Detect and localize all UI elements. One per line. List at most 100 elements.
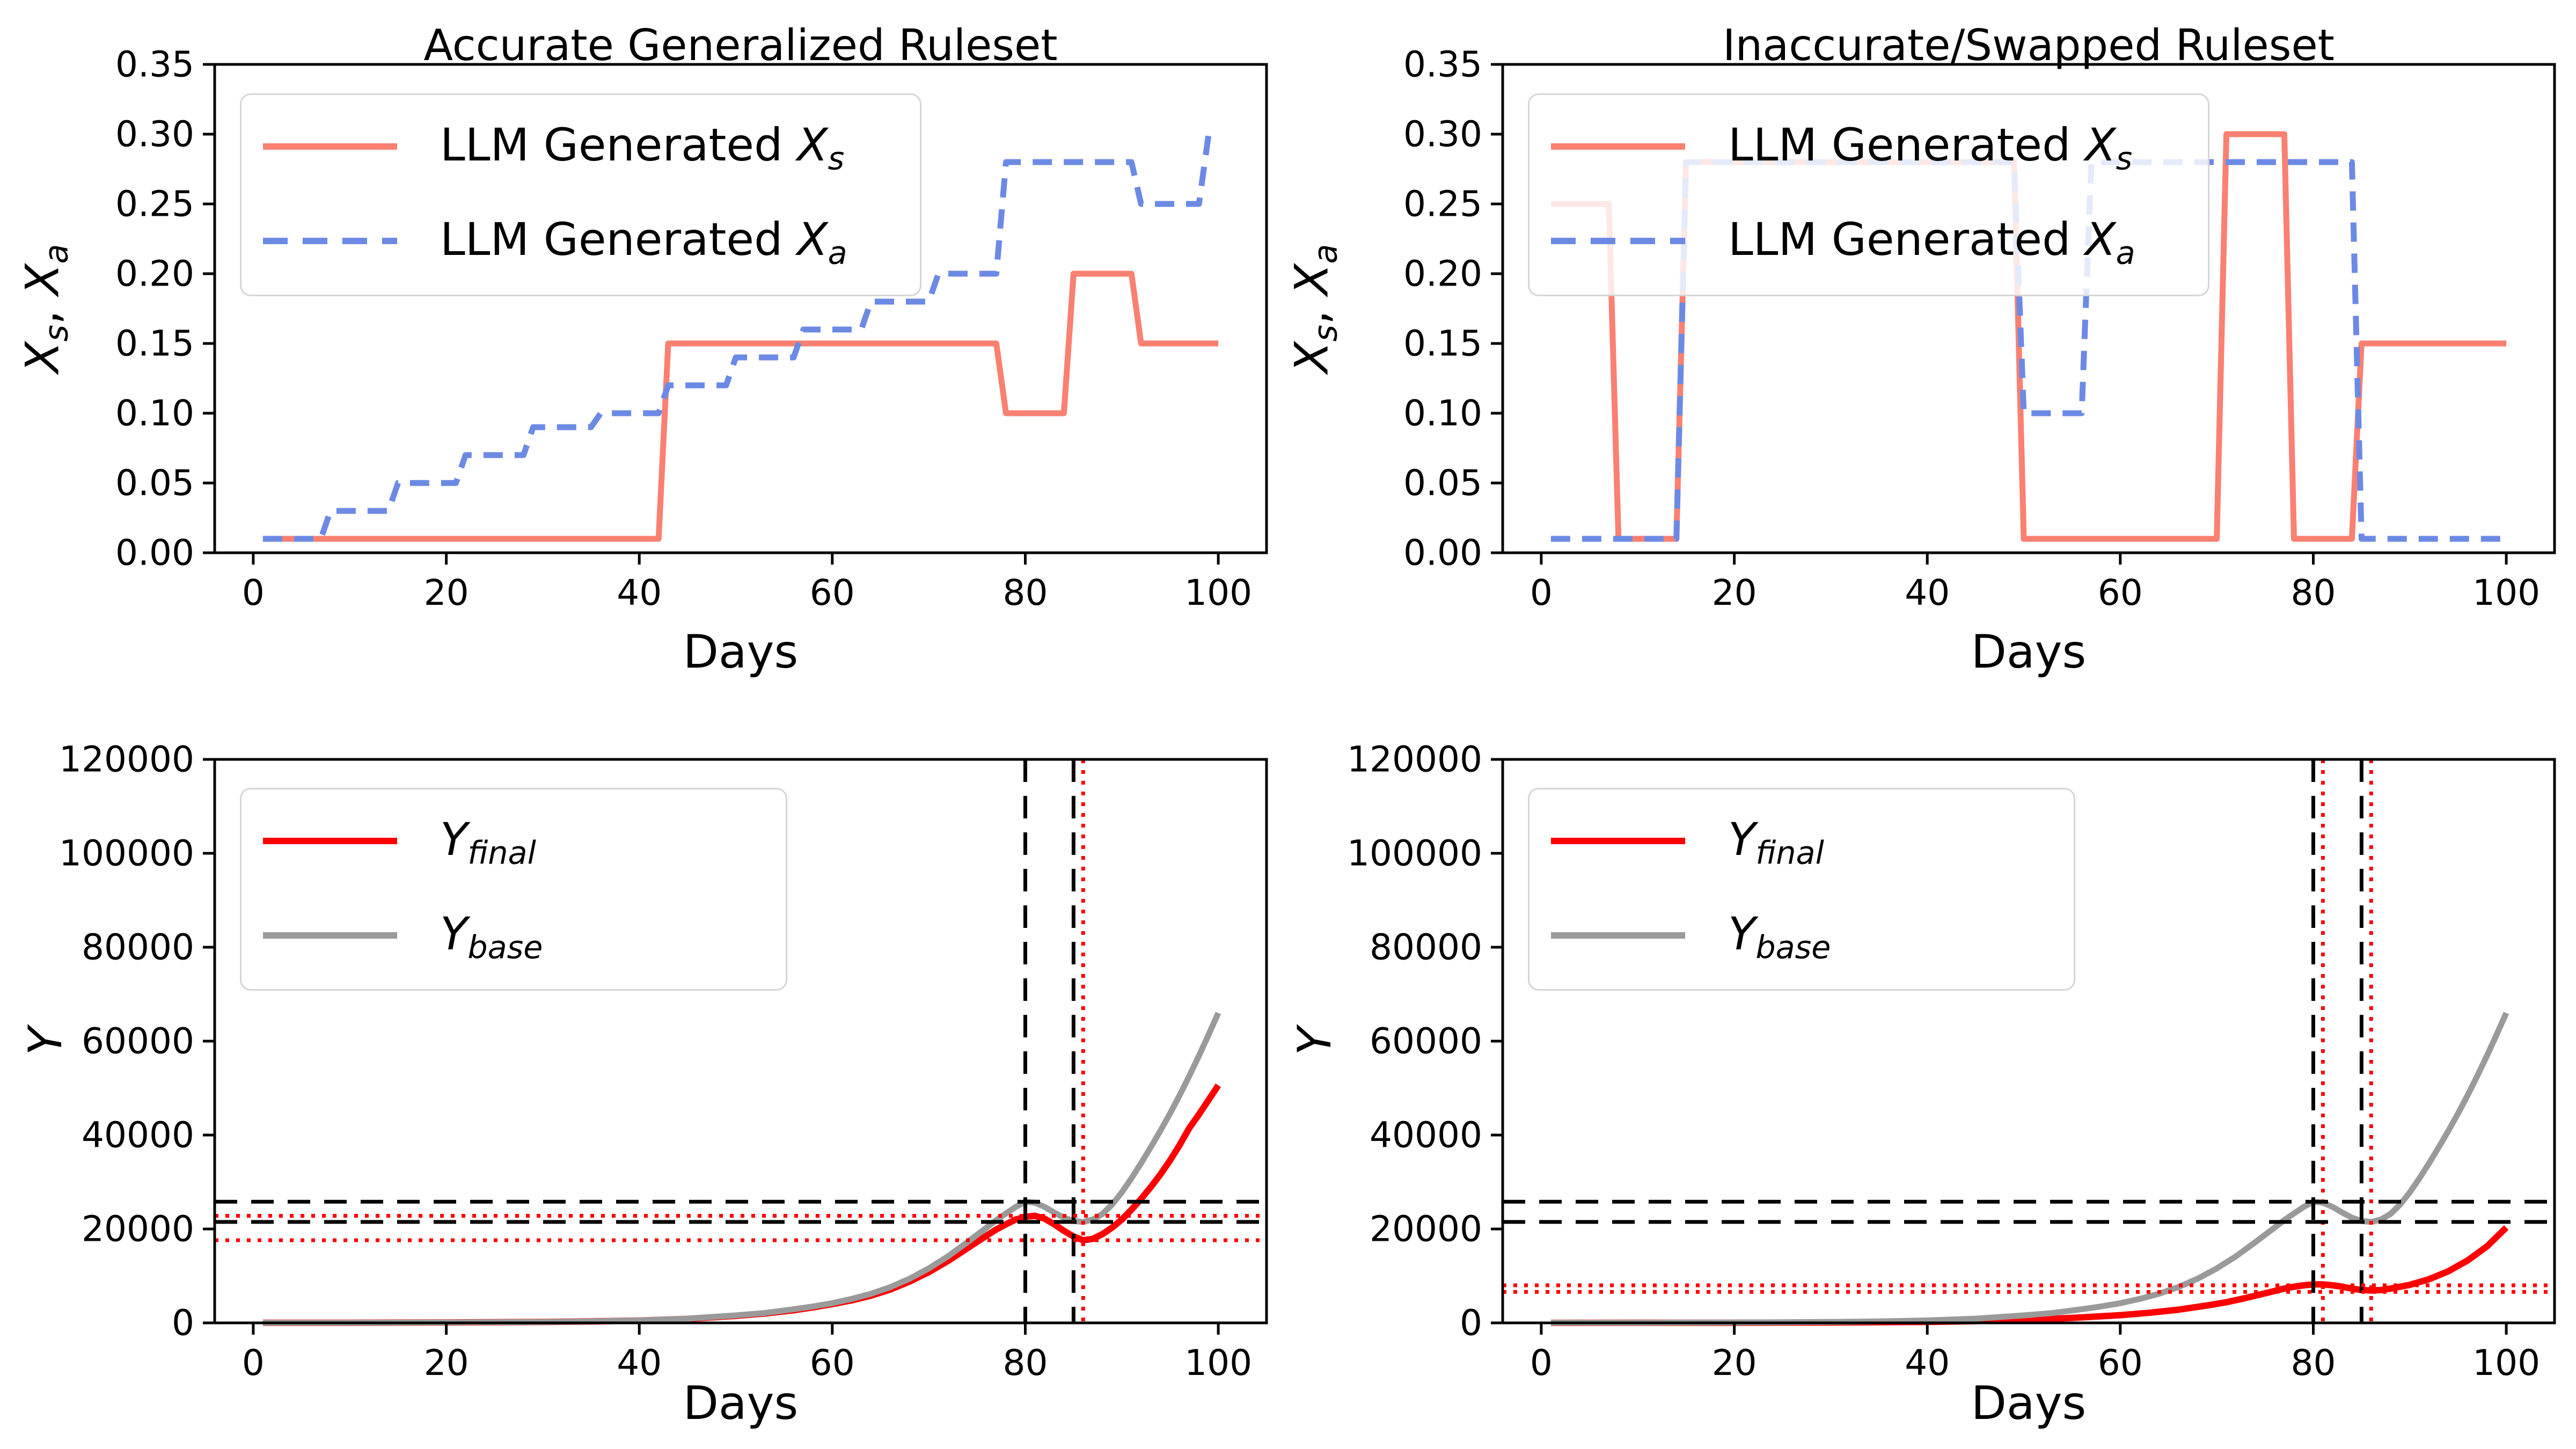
x-axis-label-bottom-left: Days — [683, 1377, 799, 1430]
label-segment: LLM Generated — [440, 118, 797, 171]
label-segment: a — [38, 244, 76, 264]
y-tick-label: 60000 — [82, 1021, 194, 1062]
x-tick-label: 100 — [2472, 572, 2540, 613]
y-tick-label: 80000 — [1370, 927, 1482, 968]
x-tick-label: 80 — [1003, 1342, 1048, 1384]
label-segment: X — [797, 213, 828, 266]
legend-item-xa: LLM Generated Xa — [1551, 213, 2186, 271]
y-tick-label: 0.25 — [1403, 184, 1482, 225]
label-segment: final — [1755, 834, 1824, 872]
legend-line-sample-solid — [1551, 837, 1685, 847]
legend-line-sample-solid — [263, 931, 397, 941]
legend-label: Ybase — [1728, 908, 1831, 965]
y-tick-label: 0.00 — [115, 532, 194, 574]
plot-border — [213, 63, 1268, 554]
legend-label: LLM Generated Xs — [440, 119, 844, 177]
legend-bottom-left: Yfinal Ybase — [240, 788, 787, 991]
y-tick-label: 0.35 — [115, 44, 194, 85]
y-tick-label: 20000 — [82, 1209, 194, 1250]
label-segment: a — [828, 234, 847, 272]
label-segment: X — [2085, 213, 2116, 266]
x-tick-label: 80 — [2291, 572, 2336, 613]
label-segment: X — [16, 341, 70, 374]
legend-line-sample-solid — [1551, 142, 1685, 152]
x-tick-label: 60 — [2098, 1342, 2143, 1384]
y-tick-label: 0.20 — [115, 253, 194, 295]
y-tick-label: 40000 — [1370, 1115, 1482, 1156]
x-tick-label: 20 — [424, 1342, 469, 1384]
y-axis-label-top-left: Xs, Xa — [16, 244, 76, 374]
x-tick-label: 20 — [424, 572, 469, 613]
y-axis-label-bottom-right: Y — [1288, 1027, 1342, 1056]
label-segment: Y — [19, 1027, 72, 1056]
y-tick-label: 100000 — [59, 833, 194, 874]
label-segment: Y — [1728, 907, 1756, 960]
x-tick-label: 80 — [2291, 1342, 2336, 1384]
panel-top-right: 0 20 40 60 80 100 0.00 0.05 0.10 0.15 0.20 0.25 0.30… — [1403, 44, 2556, 613]
y-tick-label: 0.35 — [1403, 44, 1482, 85]
x-tick-label: 100 — [2472, 1342, 2540, 1384]
label-segment: X — [1285, 341, 1339, 374]
x-tick-label: 0 — [1530, 1342, 1553, 1384]
plot-border — [1501, 63, 2556, 554]
y-tick-label: 60000 — [1370, 1021, 1482, 1062]
series-line-xa — [262, 131, 1219, 542]
label-segment: , — [16, 295, 70, 325]
legend-item-yfinal: Yfinal — [263, 813, 764, 871]
x-tick-label: 40 — [1905, 1342, 1950, 1384]
label-segment: X — [2085, 118, 2116, 171]
x-axis-label-top-right: Days — [1971, 625, 2087, 679]
label-segment: Y — [440, 907, 468, 960]
x-axis-label-top-left: Days — [683, 625, 799, 679]
x-tick-label: 0 — [242, 572, 265, 613]
y-tick-label: 0.15 — [115, 323, 194, 364]
y-tick-label: 0.30 — [115, 114, 194, 155]
panel-top-left: 0 20 40 60 80 100 0.00 0.05 0.10 0.15 0.20 0.25 0.30… — [115, 44, 1268, 613]
legend-line-sample-solid — [263, 142, 397, 152]
panel-title-top-right: Inaccurate/Swapped Ruleset — [1722, 20, 2335, 70]
x-tick-label: 20 — [1712, 1342, 1757, 1384]
label-segment: X — [797, 118, 828, 171]
label-segment: LLM Generated — [1728, 118, 2085, 171]
label-segment: s — [828, 140, 845, 177]
label-segment: LLM Generated — [440, 213, 797, 266]
legend-bottom-right: Yfinal Ybase — [1528, 788, 2075, 991]
x-tick-label: 60 — [2098, 572, 2143, 613]
y-tick-label: 0.20 — [1403, 253, 1482, 295]
x-tick-label: 0 — [242, 1342, 265, 1384]
x-tick-label: 100 — [1184, 572, 1252, 613]
x-tick-label: 100 — [1184, 1342, 1252, 1384]
legend-item-ybase: Ybase — [1551, 908, 2052, 965]
legend-top-left: LLM Generated Xs LLM Generated Xa — [240, 93, 921, 296]
legend-item-xa: LLM Generated Xa — [263, 213, 898, 271]
y-tick-label: 0.30 — [1403, 114, 1482, 155]
legend-item-yfinal: Yfinal — [1551, 813, 2052, 871]
y-axis-label-bottom-left: Y — [19, 1027, 72, 1056]
x-tick-label: 40 — [617, 572, 662, 613]
y-tick-label: 40000 — [82, 1115, 194, 1156]
legend-line-sample-dashed — [1551, 237, 1685, 247]
x-tick-label: 0 — [1530, 572, 1553, 613]
series-line-ybase — [262, 1012, 1221, 1326]
label-segment: LLM Generated — [1728, 213, 2085, 266]
y-tick-label: 0.10 — [1403, 393, 1482, 434]
y-tick-label: 120000 — [1347, 739, 1482, 780]
x-tick-label: 60 — [810, 572, 855, 613]
label-segment: s — [38, 325, 76, 342]
label-segment: a — [2116, 234, 2135, 272]
x-tick-label: 20 — [1712, 572, 1757, 613]
label-segment: s — [2116, 140, 2133, 177]
legend-label: LLM Generated Xa — [440, 213, 847, 271]
label-segment: Y — [1728, 813, 1756, 866]
x-tick-label: 60 — [810, 1342, 855, 1384]
label-segment: X — [16, 264, 70, 296]
x-axis-label-bottom-right: Days — [1971, 1377, 2087, 1430]
y-tick-label: 0.05 — [115, 463, 194, 504]
legend-label: LLM Generated Xs — [1728, 119, 2132, 177]
y-axis-label-top-right: Xs, Xa — [1285, 244, 1345, 374]
y-tick-label: 120000 — [59, 739, 194, 780]
series-line-ybase — [1550, 1012, 2509, 1326]
label-segment: s — [1307, 325, 1345, 342]
legend-item-xs: LLM Generated Xs — [263, 119, 898, 177]
